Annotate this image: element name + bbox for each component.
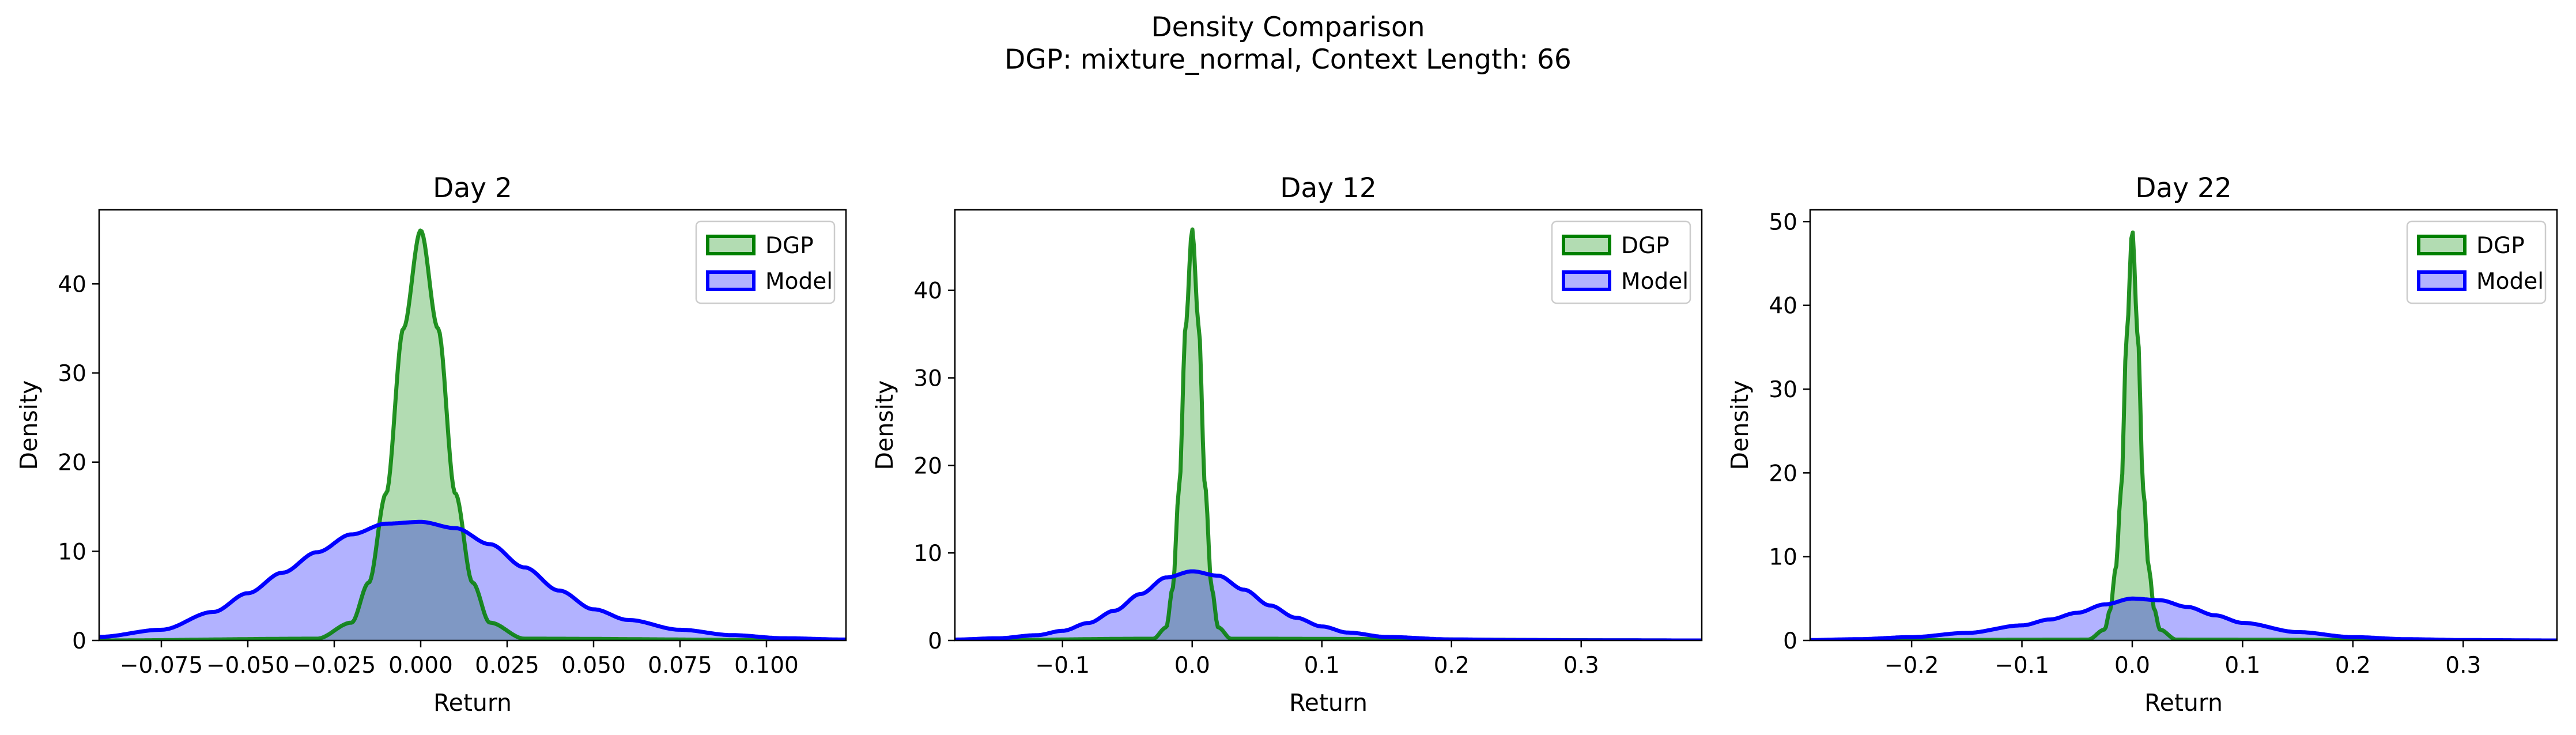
x-tick-label: 0.1 [2224, 653, 2260, 679]
axes-frame [98, 209, 847, 642]
x-axis-label: Return [2144, 689, 2223, 717]
x-tick-label: 0.025 [475, 653, 539, 679]
y-tick-label: 20 [1769, 461, 1797, 487]
area-model [955, 571, 1702, 640]
y-tick-label: 20 [58, 450, 86, 476]
x-tick-label: 0.050 [561, 653, 626, 679]
x-tick-label: 0.100 [734, 653, 799, 679]
legend-label-model: Model [1621, 269, 1689, 295]
y-axis-label: Density [871, 380, 898, 470]
x-tick-label: 0.000 [388, 653, 453, 679]
y-tick-label: 40 [58, 272, 86, 297]
y-tick-label: 0 [928, 628, 942, 654]
y-tick-label: 10 [913, 541, 942, 567]
figure-title: Density Comparison [1151, 12, 1425, 43]
legend-label-model: Model [765, 269, 833, 295]
x-tick-label: 0.2 [1434, 653, 1470, 679]
x-tick-label: 0.3 [1563, 653, 1599, 679]
y-tick-label: 50 [1769, 209, 1797, 235]
x-tick-label: −0.2 [1884, 653, 1939, 679]
axes-frame [954, 209, 1703, 642]
y-tick-label: 0 [72, 628, 86, 654]
y-tick-label: 30 [913, 366, 942, 392]
x-tick-label: −0.075 [120, 653, 203, 679]
x-tick-label: 0.1 [1304, 653, 1340, 679]
legend-swatch-model [2417, 270, 2467, 291]
subplot-title: Day 22 [2135, 172, 2232, 204]
legend: DGP Model [695, 220, 836, 304]
legend-swatch-dgp [1562, 235, 1611, 255]
subplot-title: Day 12 [1280, 172, 1377, 204]
legend-label-dgp: DGP [765, 233, 814, 259]
line-model [1810, 596, 2557, 640]
subplot-title: Day 2 [433, 172, 512, 204]
y-tick-label: 10 [58, 539, 86, 565]
x-tick-label: 0.0 [2114, 653, 2150, 679]
x-tick-label: 0.075 [648, 653, 712, 679]
x-tick-label: −0.050 [206, 653, 289, 679]
y-tick-label: 20 [913, 453, 942, 479]
legend-swatch-model [706, 270, 756, 291]
axes-frame [1809, 209, 2558, 642]
y-tick-label: 40 [1769, 293, 1797, 319]
subplot-3: −0.2 −0.1 0.0 0.1 0.2 0.3 0 10 20 30 40 50 Day 22 Ret… [1726, 172, 2558, 717]
subplot-2: −0.1 0.0 0.1 0.2 0.3 0 10 20 30 40 Day 12 Return Den… [871, 172, 1703, 717]
y-tick-label: 30 [1769, 377, 1797, 403]
x-axis-label: Return [1289, 689, 1368, 717]
area-overlap [99, 522, 846, 640]
subplot-1: −0.075 −0.050 −0.025 0.000 0.025 0.050 0.075 0.… [15, 172, 847, 717]
legend-swatch-model [1562, 270, 1611, 291]
x-axis-label: Return [433, 689, 512, 717]
x-tick-label: 0.3 [2445, 653, 2481, 679]
y-tick-label: 0 [1783, 628, 1797, 654]
y-axis-label: Density [1726, 380, 1754, 470]
y-tick-label: 40 [913, 278, 942, 304]
legend: DGP Model [1551, 220, 1691, 304]
x-tick-label: −0.1 [1995, 653, 2049, 679]
figure-subtitle: DGP: mixture_normal, Context Length: 66 [1004, 44, 1572, 76]
legend-label-dgp: DGP [1621, 233, 1670, 259]
legend-swatch-dgp [2417, 235, 2467, 255]
y-tick-label: 10 [1769, 545, 1797, 571]
y-axis-label: Density [15, 380, 43, 470]
x-tick-label: 0.0 [1174, 653, 1210, 679]
legend-swatch-dgp [706, 235, 756, 255]
y-tick-label: 30 [58, 361, 86, 387]
line-model [99, 519, 846, 640]
legend: DGP Model [2406, 220, 2547, 304]
x-tick-label: −0.025 [293, 653, 376, 679]
x-tick-label: 0.2 [2335, 653, 2371, 679]
legend-label-dgp: DGP [2476, 233, 2525, 259]
x-tick-label: −0.1 [1035, 653, 1090, 679]
legend-label-model: Model [2476, 269, 2544, 295]
